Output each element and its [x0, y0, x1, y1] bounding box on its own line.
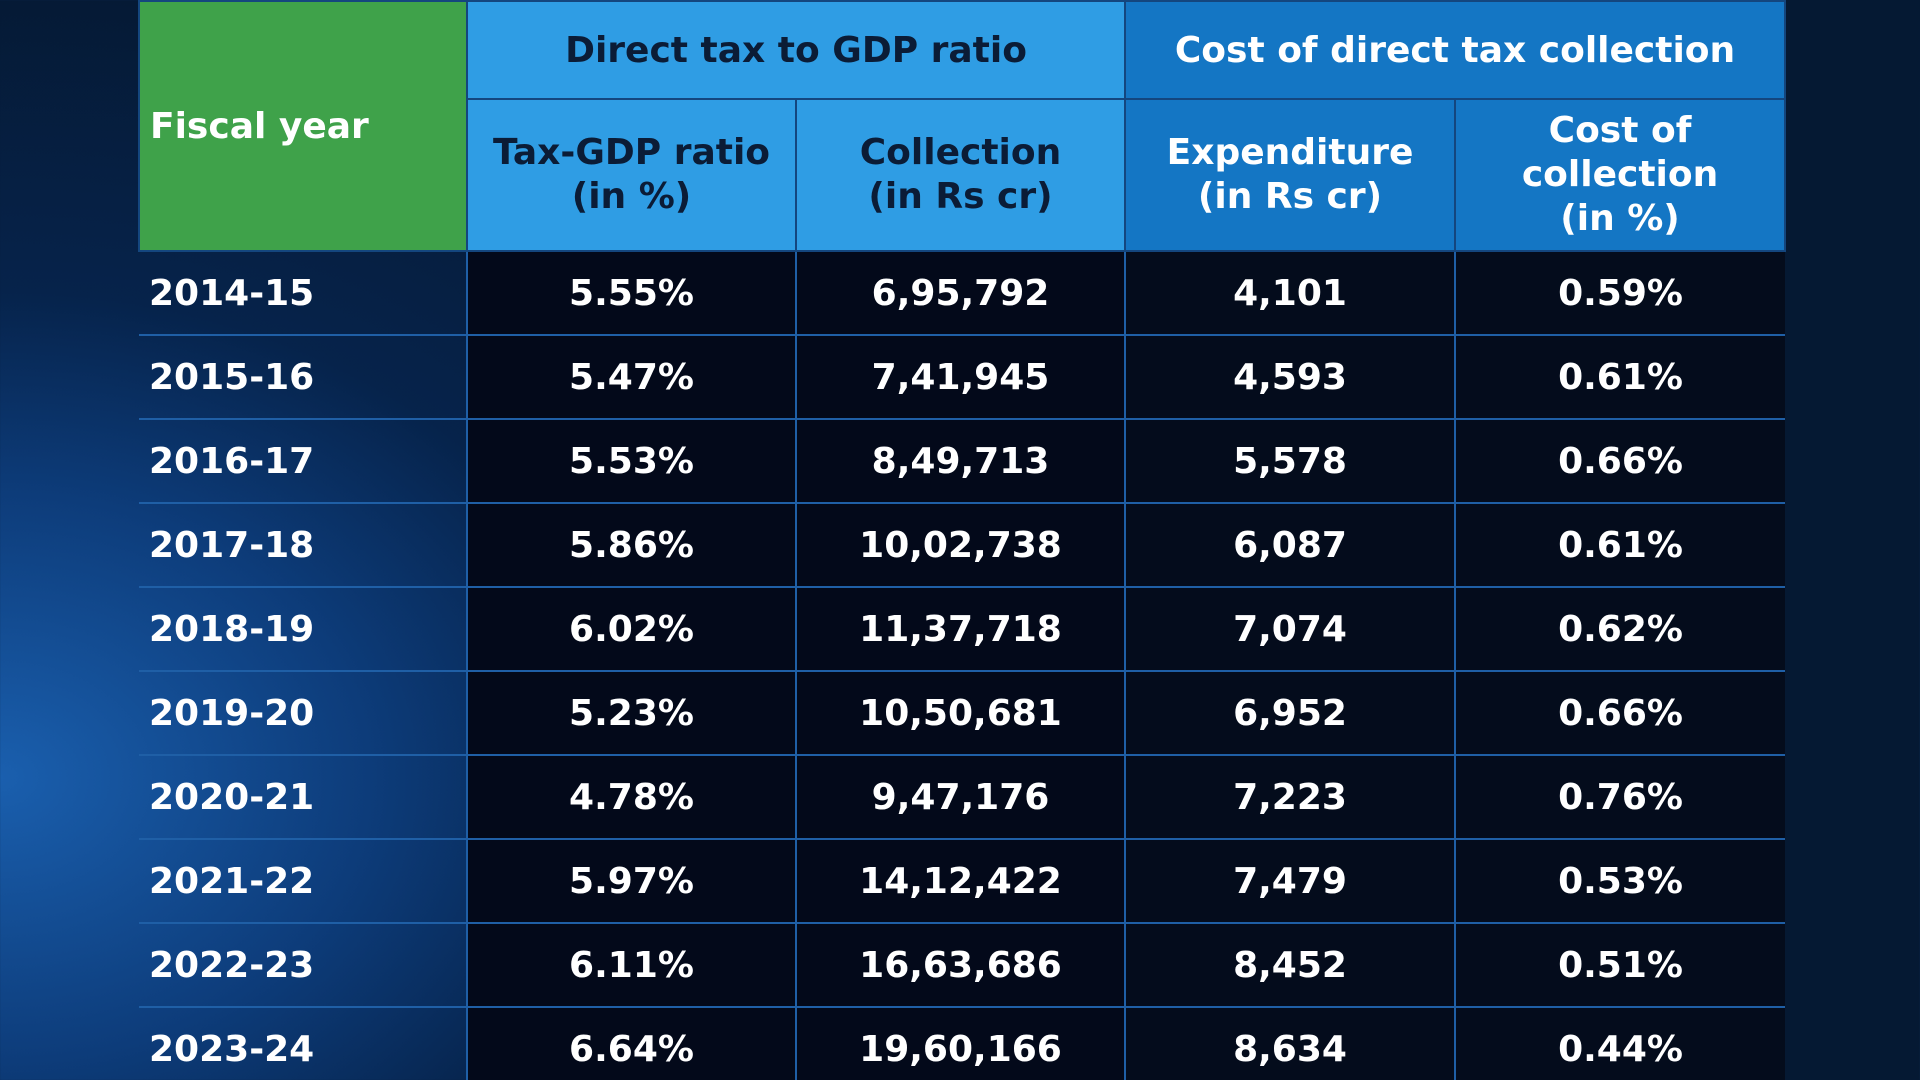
table-row: 2020-21 4.78% 9,47,176 7,223 0.76%: [139, 755, 1786, 840]
collection-cell: 7,41,945: [794, 335, 1126, 420]
tax-gdp-ratio-cell: 4.78%: [466, 755, 796, 840]
collection-cell: 8,49,713: [794, 419, 1126, 504]
expenditure-cell: 7,479: [1124, 839, 1456, 924]
fiscal-year-cell: 2017-18: [139, 503, 467, 588]
direct-tax-table: Fiscal year Direct tax to GDP ratio Cost…: [138, 0, 1787, 1080]
table-row: 2015-16 5.47% 7,41,945 4,593 0.61%: [139, 335, 1786, 420]
header-fiscal-year: Fiscal year: [138, 0, 468, 252]
expenditure-cell: 7,223: [1124, 755, 1456, 840]
table-row: 2018-19 6.02% 11,37,718 7,074 0.62%: [139, 587, 1786, 672]
collection-cell: 6,95,792: [794, 251, 1126, 336]
header-collection: Collection (in Rs cr): [794, 98, 1127, 252]
tax-gdp-ratio-cell: 5.23%: [466, 671, 796, 756]
cost-of-collection-cell: 0.59%: [1454, 251, 1786, 336]
table-header: Fiscal year Direct tax to GDP ratio Cost…: [138, 0, 1787, 252]
cost-of-collection-cell: 0.66%: [1454, 671, 1786, 756]
tax-gdp-ratio-cell: 6.64%: [466, 1007, 796, 1080]
cost-of-collection-cell: 0.76%: [1454, 755, 1786, 840]
expenditure-cell: 5,578: [1124, 419, 1456, 504]
collection-cell: 11,37,718: [794, 587, 1126, 672]
tax-gdp-ratio-cell: 5.86%: [466, 503, 796, 588]
cost-of-collection-cell: 0.51%: [1454, 923, 1786, 1008]
fiscal-year-cell: 2023-24: [139, 1007, 467, 1080]
header-expenditure: Expenditure (in Rs cr): [1124, 98, 1457, 252]
header-group-direct-tax-gdp: Direct tax to GDP ratio: [465, 0, 1127, 100]
fiscal-year-cell: 2018-19: [139, 587, 467, 672]
table-row: 2023-24 6.64% 19,60,166 8,634 0.44%: [139, 1007, 1786, 1080]
cost-of-collection-cell: 0.53%: [1454, 839, 1786, 924]
expenditure-cell: 6,087: [1124, 503, 1456, 588]
table-body: 2014-15 5.55% 6,95,792 4,101 0.59% 2015-16 5.4…: [139, 251, 1786, 1080]
collection-cell: 9,47,176: [794, 755, 1126, 840]
expenditure-cell: 7,074: [1124, 587, 1456, 672]
collection-cell: 16,63,686: [794, 923, 1126, 1008]
expenditure-cell: 6,952: [1124, 671, 1456, 756]
header-cost-of-collection: Cost of collection (in %): [1454, 98, 1787, 252]
cost-of-collection-cell: 0.61%: [1454, 335, 1786, 420]
table-row: 2019-20 5.23% 10,50,681 6,952 0.66%: [139, 671, 1786, 756]
table-row: 2021-22 5.97% 14,12,422 7,479 0.53%: [139, 839, 1786, 924]
fiscal-year-cell: 2015-16: [139, 335, 467, 420]
expenditure-cell: 8,634: [1124, 1007, 1456, 1080]
table-row: 2022-23 6.11% 16,63,686 8,452 0.51%: [139, 923, 1786, 1008]
cost-of-collection-cell: 0.44%: [1454, 1007, 1786, 1080]
collection-cell: 10,50,681: [794, 671, 1126, 756]
tax-gdp-ratio-cell: 5.47%: [466, 335, 796, 420]
cost-of-collection-cell: 0.61%: [1454, 503, 1786, 588]
tax-gdp-ratio-cell: 5.55%: [466, 251, 796, 336]
collection-cell: 10,02,738: [794, 503, 1126, 588]
expenditure-cell: 4,593: [1124, 335, 1456, 420]
collection-cell: 14,12,422: [794, 839, 1126, 924]
tax-gdp-ratio-cell: 5.53%: [466, 419, 796, 504]
tax-gdp-ratio-cell: 6.11%: [466, 923, 796, 1008]
fiscal-year-cell: 2021-22: [139, 839, 467, 924]
header-group-cost-collection: Cost of direct tax collection: [1124, 0, 1787, 100]
expenditure-cell: 8,452: [1124, 923, 1456, 1008]
tax-gdp-ratio-cell: 5.97%: [466, 839, 796, 924]
fiscal-year-cell: 2014-15: [139, 251, 467, 336]
table-row: 2016-17 5.53% 8,49,713 5,578 0.66%: [139, 419, 1786, 504]
fiscal-year-cell: 2022-23: [139, 923, 467, 1008]
fiscal-year-cell: 2019-20: [139, 671, 467, 756]
fiscal-year-cell: 2016-17: [139, 419, 467, 504]
expenditure-cell: 4,101: [1124, 251, 1456, 336]
cost-of-collection-cell: 0.62%: [1454, 587, 1786, 672]
tax-gdp-ratio-cell: 6.02%: [466, 587, 796, 672]
cost-of-collection-cell: 0.66%: [1454, 419, 1786, 504]
fiscal-year-cell: 2020-21: [139, 755, 467, 840]
tax-table-container: Fiscal year Direct tax to GDP ratio Cost…: [138, 0, 1787, 1080]
table-row: 2014-15 5.55% 6,95,792 4,101 0.59%: [139, 251, 1786, 336]
table-row: 2017-18 5.86% 10,02,738 6,087 0.61%: [139, 503, 1786, 588]
collection-cell: 19,60,166: [794, 1007, 1126, 1080]
header-tax-gdp-ratio: Tax-GDP ratio (in %): [466, 98, 797, 252]
